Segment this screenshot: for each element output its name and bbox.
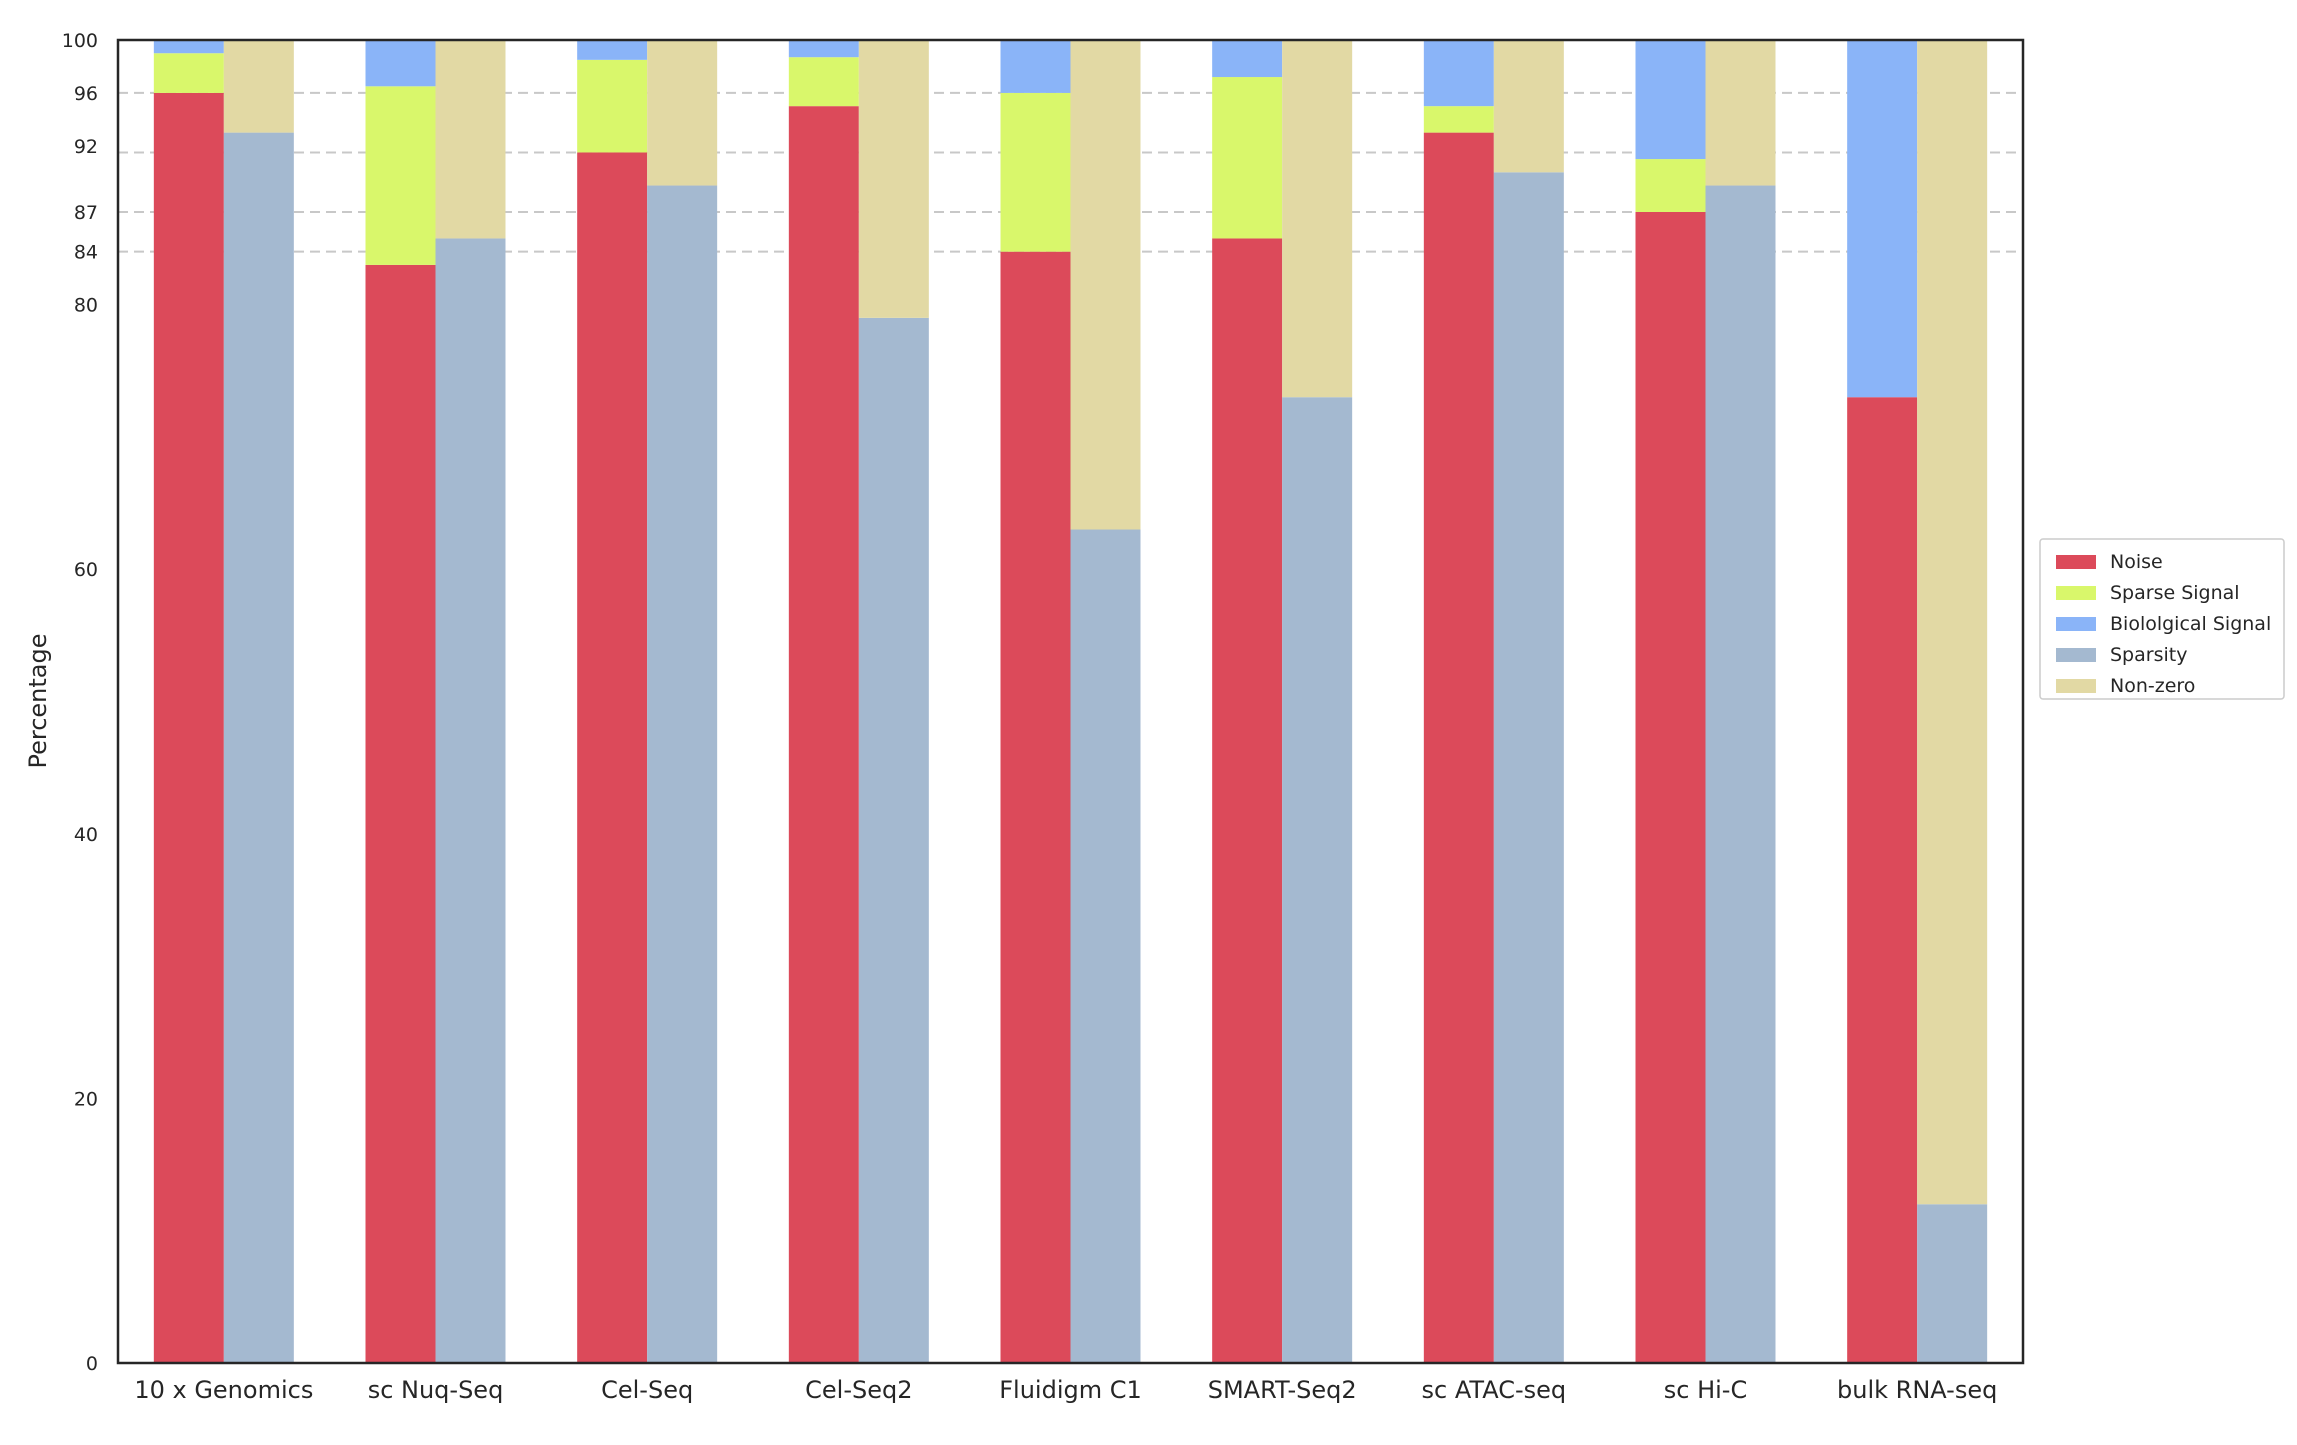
bar-sparsity: [1493, 172, 1564, 1363]
legend-swatch: [2056, 679, 2096, 693]
x-tick-label: bulk RNA-seq: [1837, 1376, 1997, 1404]
bar-biololgical-signal: [153, 40, 224, 54]
legend-swatch: [2056, 586, 2096, 600]
bar-noise: [1635, 211, 1706, 1364]
x-tick-label: Fluidigm C1: [999, 1376, 1142, 1404]
bar-non-zero: [647, 40, 718, 186]
bars-layer: [153, 40, 1988, 1364]
bar-noise: [1000, 251, 1071, 1364]
bar-noise: [788, 106, 859, 1363]
bar-sparsity: [1282, 397, 1353, 1364]
bar-biololgical-signal: [1000, 40, 1071, 93]
bar-sparsity: [223, 132, 294, 1364]
bar-noise: [365, 264, 436, 1363]
bar-non-zero: [1917, 40, 1988, 1205]
bar-sparse-signal: [1423, 106, 1494, 133]
bar-noise: [1847, 397, 1918, 1364]
legend-label: Sparse Signal: [2110, 582, 2240, 604]
bar-sparsity: [1705, 185, 1776, 1363]
y-tick-label: 87: [74, 202, 98, 224]
bar-sparse-signal: [788, 57, 859, 107]
y-tick-label: 84: [74, 242, 98, 264]
bar-sparse-signal: [1635, 159, 1706, 212]
legend-swatch: [2056, 648, 2096, 662]
legend-label: Noise: [2110, 551, 2163, 573]
bar-biololgical-signal: [788, 40, 859, 58]
y-tick-label: 60: [74, 559, 98, 581]
plot-frame: [116, 38, 2025, 1365]
x-tick-label: sc Nuq-Seq: [368, 1376, 504, 1404]
bar-biololgical-signal: [365, 40, 436, 87]
bar-sparse-signal: [1212, 77, 1283, 239]
bar-noise: [1423, 132, 1494, 1364]
bar-non-zero: [858, 40, 929, 318]
bar-non-zero: [1070, 40, 1141, 530]
bar-non-zero: [435, 40, 506, 239]
bar-sparsity: [858, 317, 929, 1364]
x-tick-label: SMART-Seq2: [1208, 1376, 1357, 1404]
bar-sparse-signal: [153, 53, 224, 93]
bar-sparsity: [1917, 1204, 1988, 1363]
y-tick-label: 96: [74, 83, 98, 105]
legend-frame: [2039, 538, 2285, 700]
bar-noise: [577, 152, 648, 1364]
y-tick-label: 80: [74, 295, 98, 317]
y-ticks-layer: 0 20 40 60 80 84 87 92 96 100: [62, 30, 98, 1375]
bar-sparse-signal: [577, 59, 648, 153]
legend-items: Noise Sparse Signal Biololgical Signal Spar…: [2056, 551, 2271, 697]
bar-biololgical-signal: [1212, 40, 1283, 78]
bar-sparse-signal: [1000, 92, 1071, 252]
bar-non-zero: [1705, 40, 1776, 186]
y-tick-label: 40: [74, 824, 98, 846]
bar-sparse-signal: [365, 86, 436, 265]
x-tick-label: Cel-Seq2: [805, 1376, 912, 1404]
x-tick-label: 10 x Genomics: [134, 1376, 313, 1404]
legend-label: Sparsity: [2110, 644, 2187, 666]
bar-biololgical-signal: [1847, 40, 1918, 398]
bar-sparsity: [435, 238, 506, 1364]
bar-noise: [1212, 238, 1283, 1364]
y-tick-label: 92: [74, 136, 98, 158]
y-tick-label: 20: [74, 1088, 98, 1110]
legend-swatch: [2056, 617, 2096, 631]
x-ticks-layer: 10 x Genomics sc Nuq-Seq Cel-Seq Cel-Seq2 Fl…: [134, 1376, 1997, 1404]
bar-sparsity: [1070, 529, 1141, 1363]
bar-biololgical-signal: [577, 40, 648, 60]
bar-sparsity: [647, 185, 718, 1363]
legend-label: Biololgical Signal: [2110, 613, 2271, 635]
legend-swatch: [2056, 555, 2096, 569]
bar-non-zero: [1282, 40, 1353, 398]
x-tick-label: sc Hi-C: [1664, 1376, 1747, 1404]
x-tick-label: Cel-Seq: [601, 1376, 693, 1404]
bar-biololgical-signal: [1423, 40, 1494, 107]
x-tick-label: sc ATAC-seq: [1422, 1376, 1567, 1404]
legend: Noise Sparse Signal Biololgical Signal Spar…: [2039, 538, 2285, 700]
y-tick-label: 0: [86, 1353, 98, 1375]
y-axis-label: Percentage: [24, 633, 52, 768]
bar-noise: [153, 92, 224, 1363]
bar-non-zero: [1493, 40, 1564, 173]
y-tick-label: 100: [62, 30, 98, 52]
bar-biololgical-signal: [1635, 40, 1706, 160]
bar-non-zero: [223, 40, 294, 133]
legend-label: Non-zero: [2110, 675, 2195, 697]
